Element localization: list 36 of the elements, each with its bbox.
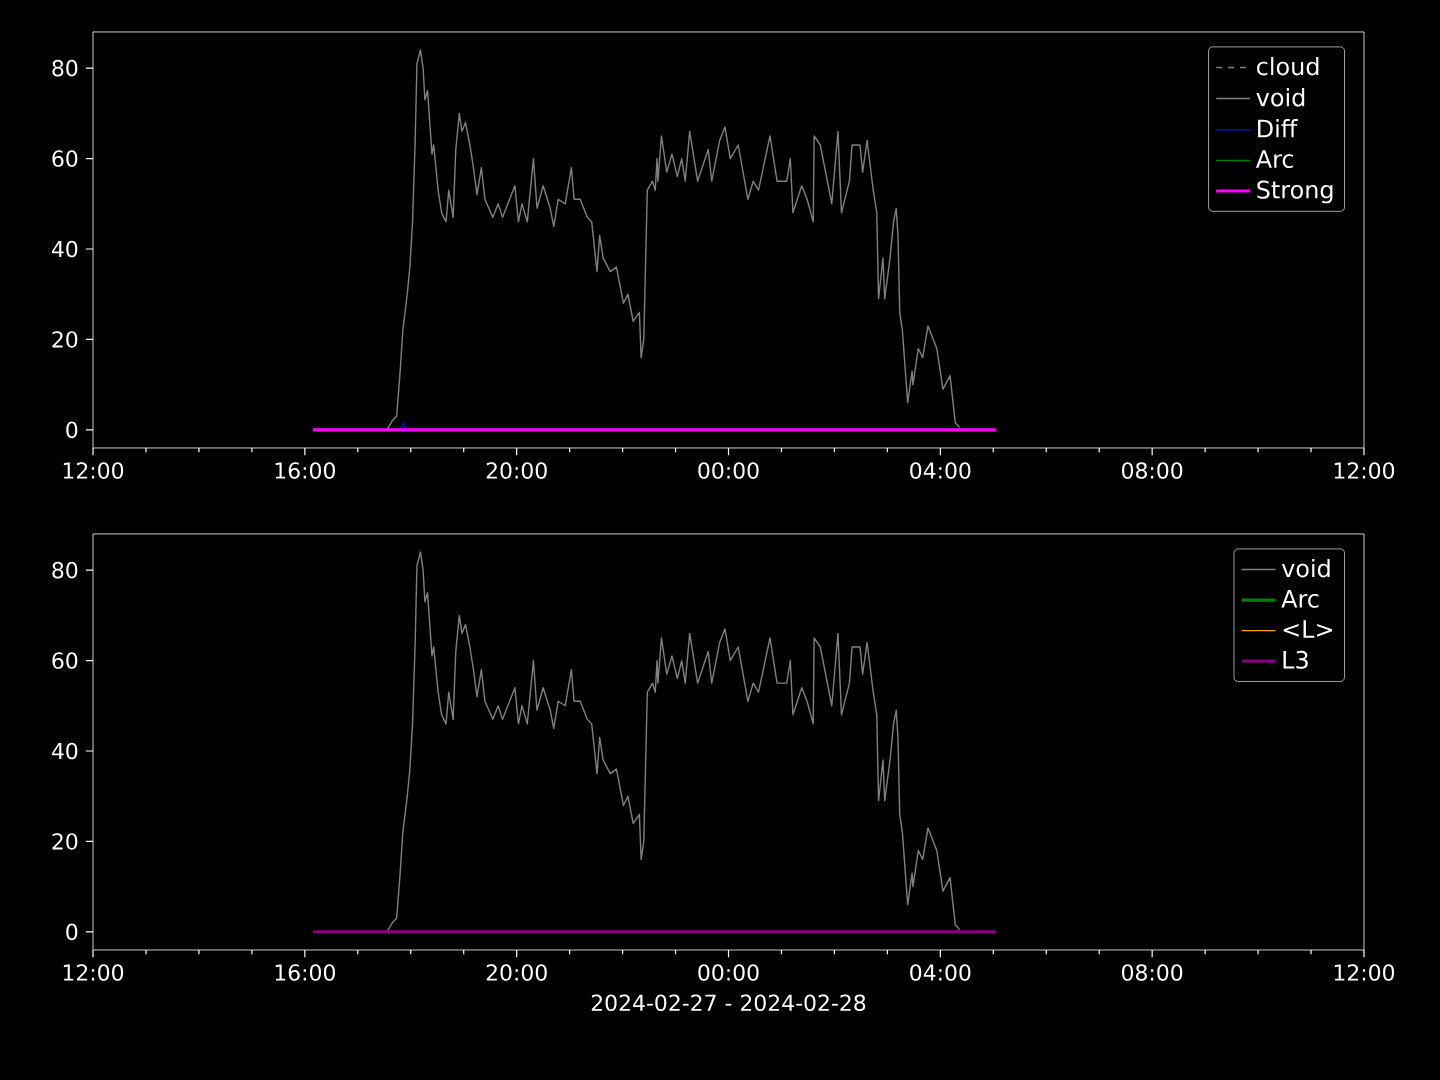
y-tick-label: 0 bbox=[66, 923, 78, 941]
legend-label: Arc bbox=[1255, 150, 1294, 169]
legend-label: void bbox=[1281, 558, 1330, 578]
x-axis-title: 2024-02-27 - 2024-02-28 bbox=[591, 994, 866, 1012]
x-tick-label: 00:00 bbox=[698, 964, 759, 981]
line-series bbox=[386, 49, 961, 431]
y-tick-label: 20 bbox=[52, 833, 78, 850]
x-tick-label: 04:00 bbox=[910, 462, 971, 479]
legend-label: Strong bbox=[1257, 180, 1333, 204]
x-tick-label: 20:00 bbox=[486, 964, 547, 981]
y-tick-label: 20 bbox=[52, 331, 78, 348]
legend-label: void bbox=[1256, 88, 1305, 107]
y-tick-label: 80 bbox=[52, 561, 78, 579]
x-tick-label: 04:00 bbox=[910, 964, 971, 981]
x-tick-label: 16:00 bbox=[275, 964, 335, 981]
line-series bbox=[386, 551, 961, 933]
legend-label: cloud bbox=[1257, 56, 1319, 76]
legend-label: L3 bbox=[1283, 650, 1308, 669]
x-tick-label: 12:00 bbox=[63, 964, 124, 981]
legend-label: Diff bbox=[1258, 119, 1298, 138]
x-tick-label: 12:00 bbox=[1334, 462, 1395, 479]
legend-label: Arc bbox=[1281, 589, 1319, 608]
x-tick-label: 00:00 bbox=[698, 462, 759, 479]
y-tick-label: 40 bbox=[51, 742, 78, 760]
x-tick-label: 20:00 bbox=[486, 462, 547, 479]
y-tick-label: 60 bbox=[52, 652, 78, 669]
x-tick-label: 16:00 bbox=[275, 462, 335, 479]
y-tick-label: 80 bbox=[52, 59, 78, 77]
legend-label: <L> bbox=[1283, 620, 1333, 638]
y-tick-label: 0 bbox=[66, 421, 78, 439]
y-tick-label: 40 bbox=[51, 240, 78, 258]
x-tick-label: 08:00 bbox=[1122, 462, 1183, 479]
x-tick-label: 12:00 bbox=[63, 462, 124, 479]
x-tick-label: 08:00 bbox=[1122, 964, 1183, 981]
x-tick-label: 12:00 bbox=[1334, 964, 1395, 981]
y-tick-label: 60 bbox=[52, 150, 78, 167]
